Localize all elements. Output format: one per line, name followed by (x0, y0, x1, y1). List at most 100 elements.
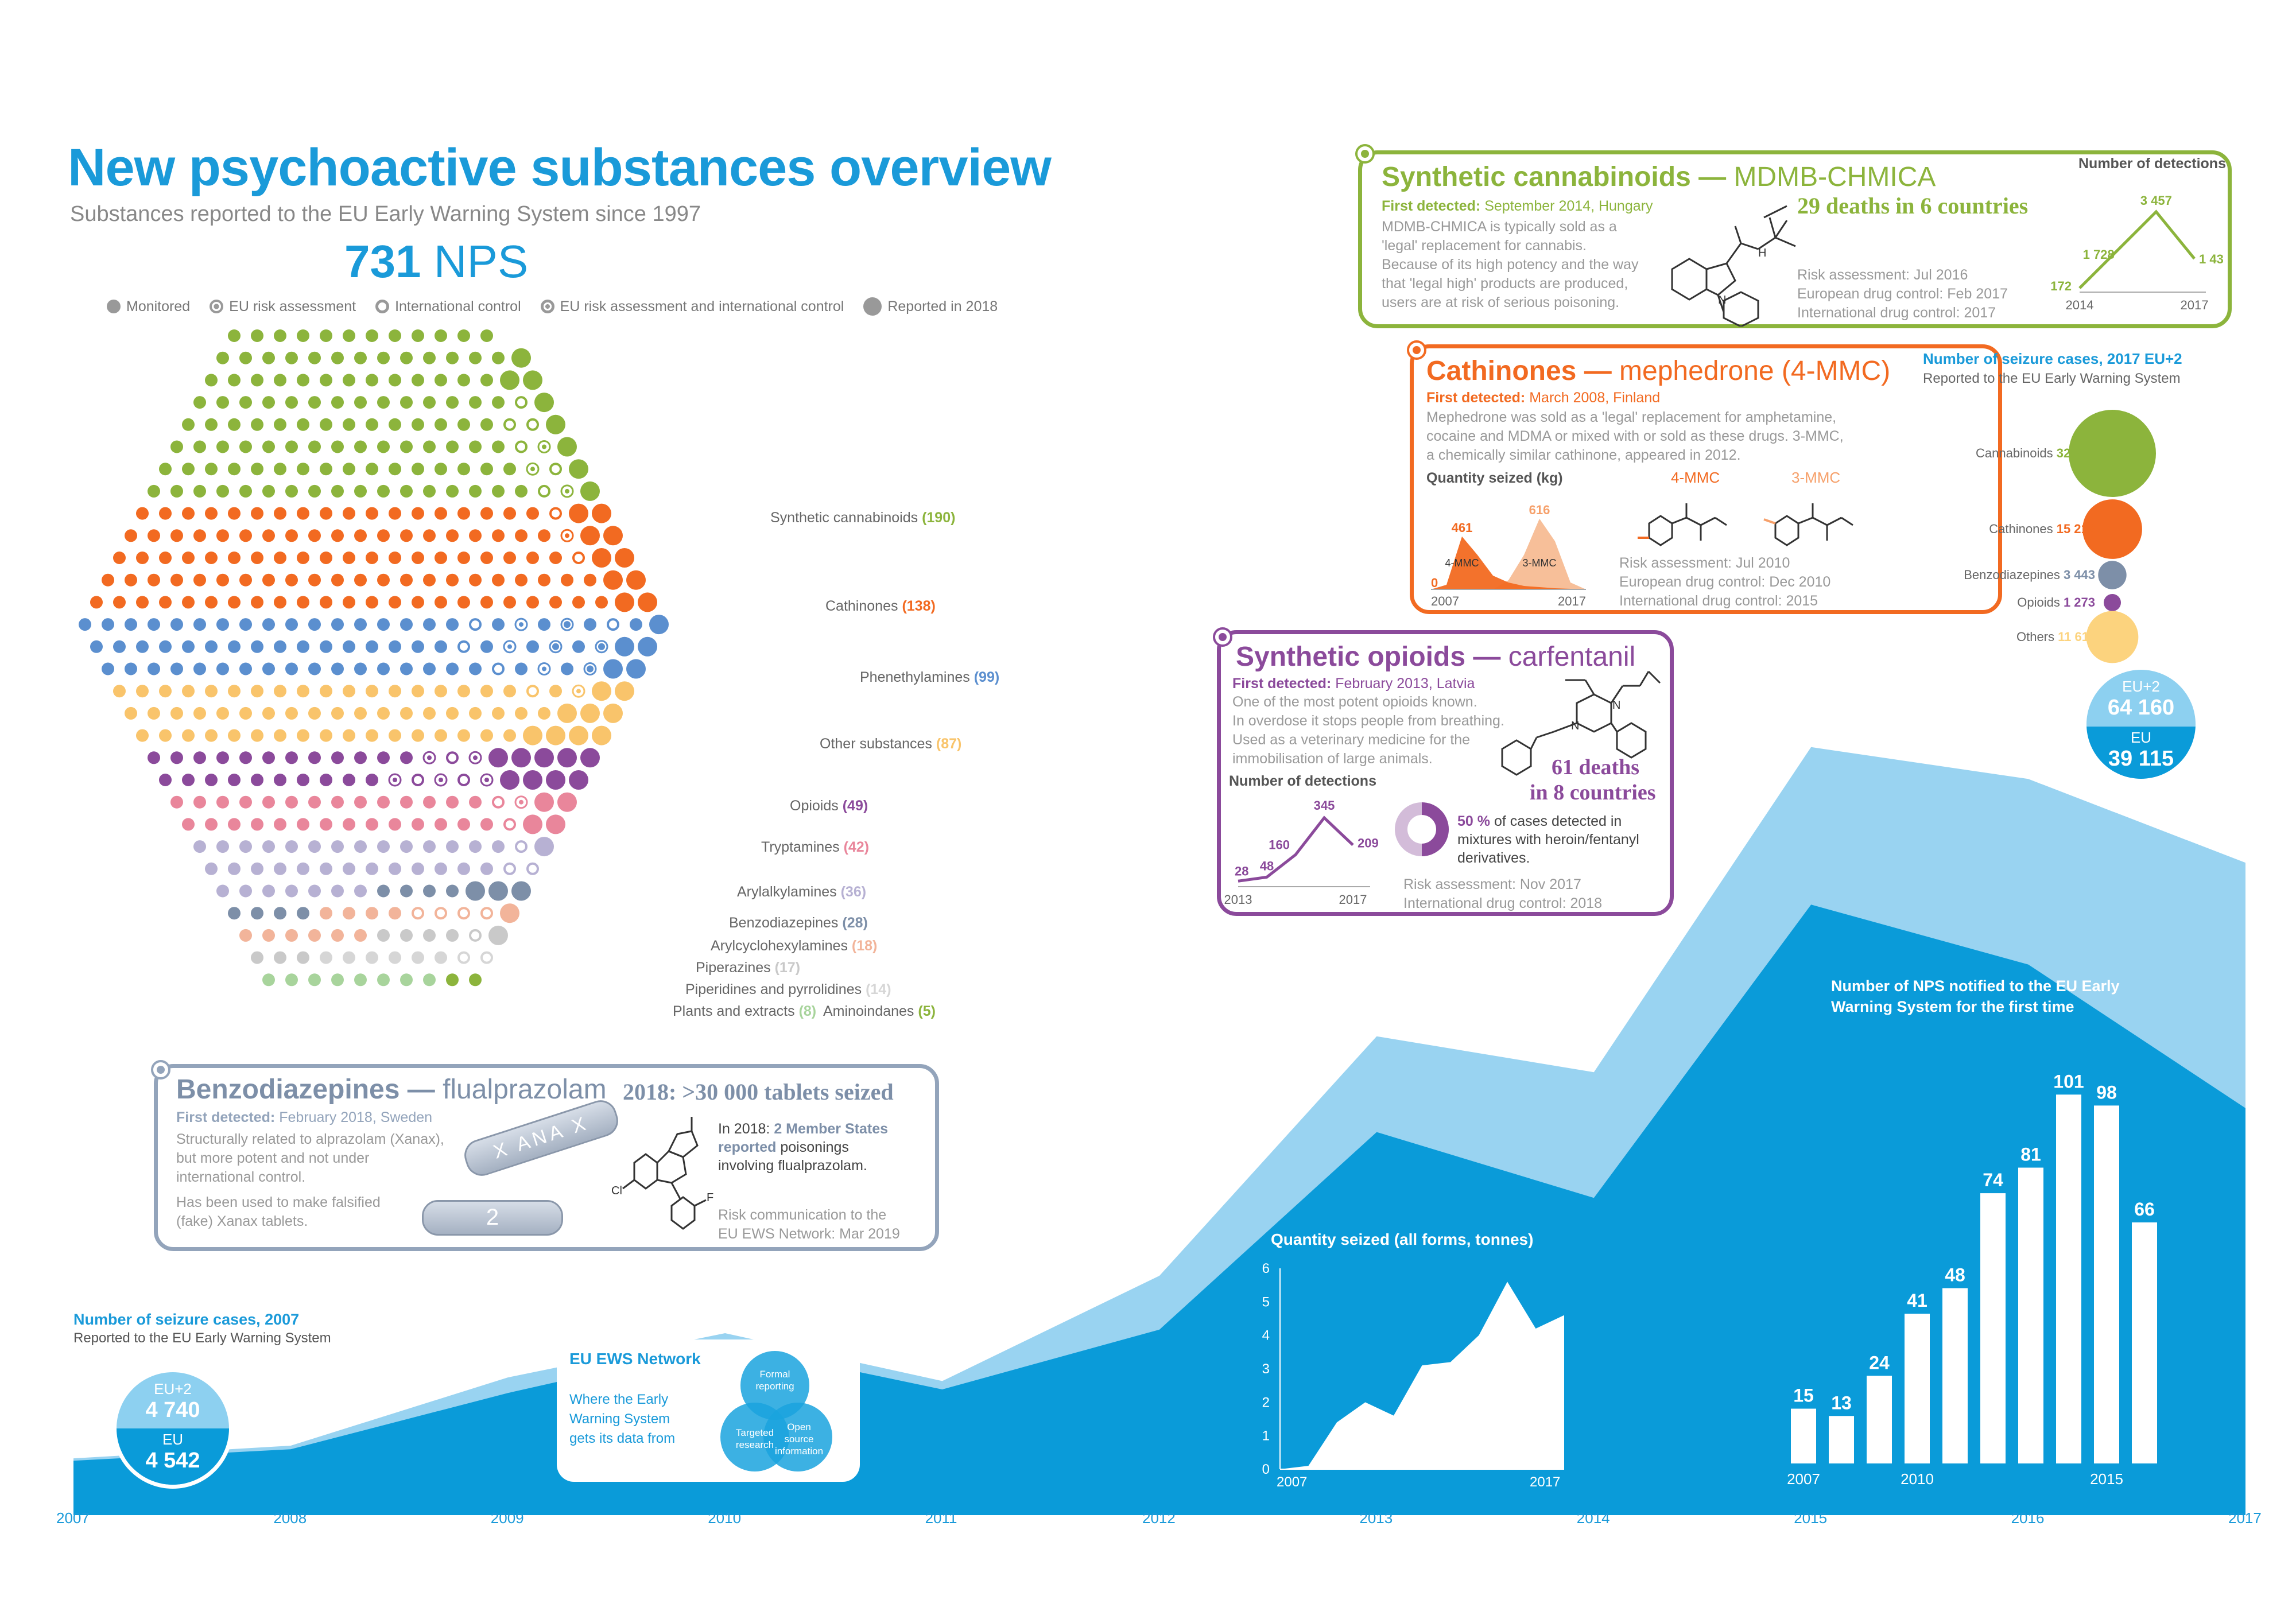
seizure-bubble (2086, 611, 2139, 663)
nps-dot (274, 552, 286, 564)
nps-dot-controlled (469, 618, 482, 631)
chart-title: Quantity seized (kg) (1426, 470, 1563, 486)
nps-dot-2018 (523, 770, 542, 790)
nps-dot (308, 396, 321, 409)
nps-dot (331, 573, 344, 587)
cathinones-card: Cathinones — mephedrone (4-MMC) First de… (1410, 344, 2002, 614)
nps-dot (90, 596, 103, 609)
page-subtitle: Substances reported to the EU Early Warn… (70, 202, 701, 226)
nps-dot (170, 795, 183, 809)
nps-dot (251, 951, 263, 964)
nps-dot-controlled (480, 951, 493, 964)
nps-dot (389, 729, 401, 742)
nps-dot (389, 862, 401, 875)
nps-dot (308, 973, 321, 987)
nps-dot (457, 818, 470, 831)
nps-dot (446, 662, 459, 675)
nps-dot (297, 685, 309, 698)
deaths-line-1: 61 deaths (1552, 755, 1640, 779)
x-tick-label: 2007 (1277, 1474, 1307, 1490)
group-label: Piperazines (17) (696, 960, 801, 976)
nps-dot (228, 596, 241, 609)
nps-dot (182, 463, 195, 476)
nps-dot (239, 929, 252, 942)
nps-dot (297, 463, 309, 476)
nps-dot (377, 751, 390, 764)
nps-dot (148, 662, 160, 675)
nps-dot (297, 729, 309, 742)
nps-dot (389, 640, 401, 653)
nps-dot (366, 418, 378, 431)
bar-value-label: 66 (2134, 1199, 2155, 1220)
total-unit: NPS (433, 236, 529, 287)
seizures-2017-total: EU+2 64 160 EU 39 115 (2082, 666, 2200, 783)
benzo-badge-icon (151, 1060, 170, 1080)
nps-dot (251, 418, 263, 431)
year-tick: 2014 (1576, 1509, 1610, 1527)
group-label: Arylcyclohexylamines (18) (711, 938, 878, 954)
nps-dot (412, 507, 424, 520)
nps-dot-2018 (592, 681, 611, 701)
nps-dot (480, 862, 493, 875)
nps-dot (423, 351, 436, 364)
nps-dot (457, 507, 470, 520)
nps-dot-2018 (523, 814, 542, 834)
nps-dot (480, 463, 493, 476)
nps-dot-2018 (534, 837, 554, 857)
nps-dot (308, 795, 321, 809)
card-description: One of the most potent opioids known. In … (1232, 694, 1504, 767)
bubble-label: Others 11 611 (2016, 630, 2095, 644)
nps-dot (205, 640, 218, 653)
nps-dot (435, 640, 447, 653)
nps-dot (285, 884, 298, 898)
seizures-2007-title: Number of seizure cases, 2007 (73, 1311, 300, 1328)
nps-dot (343, 640, 355, 653)
nps-dot (216, 751, 229, 764)
nps-dot-controlled (538, 484, 550, 498)
nps-dot (251, 507, 263, 520)
nps-dot (446, 884, 459, 898)
venn-targeted-research: Targeted research (735, 1427, 774, 1450)
nps-dot (435, 418, 447, 431)
group-label: Cathinones (138) (825, 598, 936, 614)
nps-dot (320, 640, 332, 653)
nps-dot (423, 929, 436, 942)
nps-dot (216, 351, 229, 364)
nps-dot (308, 929, 321, 942)
nps-dot (285, 573, 298, 587)
nps-dot-2018 (615, 681, 634, 701)
eu-value: 4 542 (145, 1449, 200, 1473)
nps-dot-controlled (503, 818, 516, 831)
nps-dot-2018 (488, 925, 508, 945)
nps-dot-2018 (649, 615, 669, 635)
molecule-icon (1638, 503, 1853, 546)
nps-dot (469, 706, 482, 720)
nps-dot (435, 463, 447, 476)
nps-dot (285, 706, 298, 720)
nps-dot (205, 552, 218, 564)
donut-slice (1421, 802, 1449, 856)
nps-dot (285, 840, 298, 853)
opioid-badge-icon (1213, 627, 1232, 647)
nps-dot (274, 862, 286, 875)
deaths-text: 29 deaths in 6 countries (1797, 193, 2029, 219)
nps-dot (435, 818, 447, 831)
nps-dot (125, 618, 137, 631)
nps-dot (412, 329, 424, 342)
nps-dot (262, 884, 275, 898)
nps-dot (308, 351, 321, 364)
nps-dot (182, 507, 195, 520)
bar-value-label: 13 (1831, 1392, 1852, 1413)
group-label: Plants and extracts (8) (673, 1003, 817, 1019)
nps-dot (630, 618, 642, 631)
quantity-area (1280, 1282, 1564, 1469)
nps-dot (366, 552, 378, 564)
nps-bar (1905, 1314, 1930, 1463)
nps-dot (515, 529, 528, 542)
nps-dot (113, 552, 126, 564)
nps-dot (343, 774, 355, 786)
nps-dot (561, 573, 573, 587)
nps-dot (170, 573, 183, 587)
nps-dot (354, 929, 367, 942)
tick-label: 2013 (1224, 892, 1252, 907)
